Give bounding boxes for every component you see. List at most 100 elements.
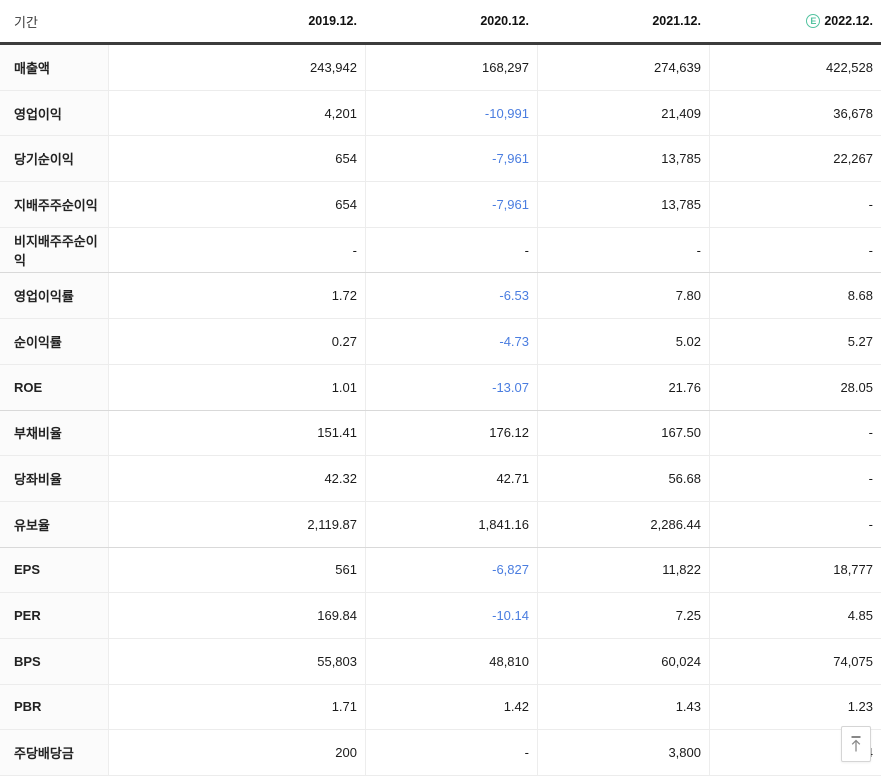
value-cell: 48,810 [365,638,537,684]
value-cell: -10,991 [365,90,537,136]
value-cell: 21,409 [537,90,709,136]
row-label: 유보율 [0,501,108,547]
value-cell: - [709,501,881,547]
value-cell: 55,803 [108,638,365,684]
value-cell: -10.14 [365,593,537,638]
table-header-row: 기간 2019.12. 2020.12. 2021.12. E 2022.12. [0,0,881,45]
value-cell: 21.76 [537,364,709,410]
value-cell: 11,822 [537,547,709,593]
row-label: 영업이익 [0,90,108,136]
table-row: 당좌비율 42.32 42.71 56.68- [0,456,881,502]
value-cell: 167.50 [537,410,709,456]
table-row: 지배주주순이익 654 -7,961 13,785- [0,182,881,228]
value-cell: 5.02 [537,319,709,364]
value-cell: -13.07 [365,364,537,410]
table-row: PBR 1.71 1.42 1.43 1.23 [0,684,881,731]
value-cell: 654 [108,136,365,182]
row-label: 주당배당금 [0,730,108,775]
table-row: 영업이익 4,201 -10,991 21,409 36,678 [0,90,881,137]
value-cell: - [537,227,709,273]
table-row: 비지배주주순이익 - - - - [0,227,881,274]
value-cell: 1.72 [108,273,365,319]
row-label: PBR [0,684,108,730]
value-cell: -6,827 [365,547,537,593]
value-cell: 1,841.16 [365,501,537,547]
table-row: 부채비율 151.41 176.12 167.50- [0,410,881,457]
value-cell: 0.27 [108,319,365,364]
row-label: 매출액 [0,45,108,90]
value-cell: 2,119.87 [108,501,365,547]
estimate-icon: E [806,14,821,28]
row-label: BPS [0,638,108,684]
column-header-2022-estimate: E 2022.12. [709,0,881,42]
value-cell: 3,800 [537,730,709,775]
scroll-to-top-button[interactable] [841,726,871,762]
value-cell: 18,777 [709,547,881,593]
value-cell: 422,528 [709,45,881,90]
value-cell: 13,785 [537,136,709,182]
value-cell: - [709,227,881,273]
table-row: 당기순이익 654 -7,961 13,785 22,267 [0,136,881,183]
row-label: 순이익률 [0,319,108,364]
row-label: PER [0,593,108,638]
value-cell: 561 [108,547,365,593]
table-row: PER 169.84 -10.14 7.25 4.85 [0,593,881,639]
value-cell: - [709,410,881,456]
table-row: BPS 55,803 48,810 60,024 74,075 [0,638,881,685]
value-cell: 168,297 [365,45,537,90]
value-cell: -6.53 [365,273,537,319]
value-cell: 7.80 [537,273,709,319]
column-header-2020: 2020.12. [365,0,537,42]
value-cell: - [709,456,881,501]
arrow-up-to-top-icon [851,736,861,752]
column-header-label: 2020.12. [480,14,529,28]
table-row: 유보율 2,119.87 1,841.16 2,286.44- [0,501,881,548]
table-row: EPS 561 -6,827 11,822 18,777 [0,547,881,594]
value-cell: 4.85 [709,593,881,638]
value-cell: 4,201 [108,90,365,136]
table-row: 매출액 243,942 168,297 274,639 422,528 [0,45,881,91]
value-cell: 74,075 [709,638,881,684]
row-label: 지배주주순이익 [0,182,108,227]
row-label: EPS [0,547,108,593]
value-cell: 56.68 [537,456,709,501]
value-cell: -7,961 [365,182,537,227]
row-label: 영업이익률 [0,273,108,319]
column-header-label: 2022.12. [824,14,873,28]
row-label: ROE [0,364,108,410]
value-cell: 22,267 [709,136,881,182]
value-cell: -7,961 [365,136,537,182]
row-label: 당좌비율 [0,456,108,501]
row-label: 비지배주주순이익 [0,227,108,273]
value-cell: 36,678 [709,90,881,136]
value-cell: 274,639 [537,45,709,90]
value-cell: -4.73 [365,319,537,364]
value-cell: 1.42 [365,684,537,730]
value-cell: 13,785 [537,182,709,227]
value-cell: 28.05 [709,364,881,410]
value-cell: 169.84 [108,593,365,638]
table-row: 영업이익률 1.72 -6.53 7.80 8.68 [0,273,881,320]
table-body: 매출액 243,942 168,297 274,639 422,528 영업이익 4,201… [0,45,881,776]
table-row: 순이익률 0.27 -4.73 5.02 5.27 [0,319,881,365]
value-cell: 1.43 [537,684,709,730]
value-cell: 654 [108,182,365,227]
value-cell: - [365,227,537,273]
value-cell: 42.71 [365,456,537,501]
value-cell: 8.68 [709,273,881,319]
period-header-label: 기간 [14,14,38,30]
value-cell: 243,942 [108,45,365,90]
value-cell: 151.41 [108,410,365,456]
value-cell: - [709,182,881,227]
value-cell: 176.12 [365,410,537,456]
value-cell: 1.23 [709,684,881,730]
value-cell: - [108,227,365,273]
column-header-label: 2019.12. [308,14,357,28]
value-cell: 200 [108,730,365,775]
value-cell: 60,024 [537,638,709,684]
column-header-2021: 2021.12. [537,0,709,42]
value-cell: 42.32 [108,456,365,501]
row-label: 부채비율 [0,410,108,456]
